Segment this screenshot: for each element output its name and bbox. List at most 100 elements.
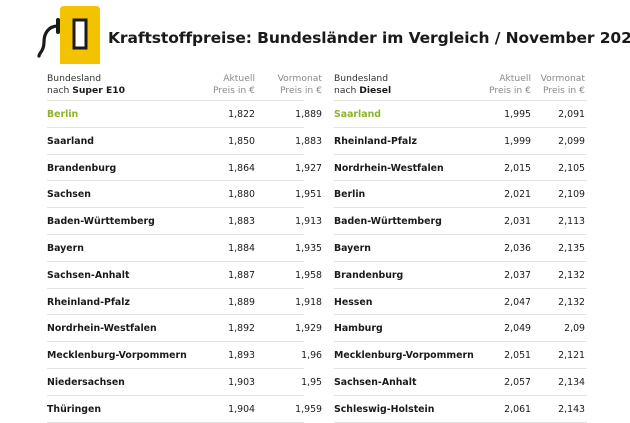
previous-price: 1,918	[295, 296, 322, 308]
table-row: Bayern 1,884 1,935	[47, 235, 322, 262]
table-row: Berlin 2,021 2,109	[334, 181, 587, 209]
previous-price: 1,913	[295, 216, 322, 228]
current-price: 2,061	[504, 403, 531, 415]
table-header: Bundesland nach Super E10 Aktuell Preis …	[47, 72, 322, 100]
fuel-pump-icon	[37, 6, 100, 64]
header-fuel-type: Super E10	[72, 85, 126, 96]
state-name: Bayern	[47, 242, 84, 254]
state-name: Hessen	[334, 296, 373, 308]
current-price: 2,021	[504, 189, 531, 201]
state-name: Nordrhein-Westfalen	[334, 162, 444, 174]
table-row: Berlin 1,822 1,889	[47, 100, 322, 128]
table-row: Sachsen-Anhalt 2,057 2,134	[334, 369, 587, 396]
current-price: 2,047	[504, 296, 531, 308]
table-row: Nordrhein-Westfalen 1,892 1,929	[47, 315, 322, 343]
previous-price: 1,96	[301, 350, 322, 362]
previous-price: 1,929	[295, 323, 322, 335]
diesel-table: Bundesland nach Diesel Aktuell Preis in …	[334, 72, 587, 423]
table-row: Mecklenburg-Vorpommern 2,051 2,121	[334, 342, 587, 369]
state-name: Rheinland-Pfalz	[334, 135, 417, 147]
previous-price: 2,113	[558, 216, 585, 228]
previous-price: 1,958	[295, 269, 322, 281]
state-name: Thüringen	[47, 403, 101, 415]
header-name-line1: Bundesland	[334, 73, 389, 84]
current-price: 1,880	[228, 189, 255, 201]
current-price: 1,887	[228, 269, 255, 281]
header-name-prefix: nach	[47, 85, 70, 96]
table-row: Rheinland-Pfalz 1,889 1,918	[47, 289, 322, 316]
previous-price: 2,09	[564, 323, 585, 335]
previous-price: 2,143	[558, 403, 585, 415]
header-current-price: Aktuell Preis in €	[488, 73, 531, 96]
current-price: 1,884	[228, 242, 255, 254]
table-row: Saarland 1,995 2,091	[334, 100, 587, 128]
header-name-prefix: nach	[334, 85, 357, 96]
current-price: 1,883	[228, 216, 255, 228]
header-name-line1: Bundesland	[47, 73, 102, 84]
previous-price: 2,121	[558, 350, 585, 362]
table-row: Thüringen 1,904 1,959	[47, 396, 322, 423]
header-previous-price: Vormonat Preis in €	[277, 73, 322, 96]
super-e10-table: Bundesland nach Super E10 Aktuell Preis …	[47, 72, 322, 423]
state-name: Mecklenburg-Vorpommern	[334, 350, 474, 362]
previous-price: 2,134	[558, 376, 585, 388]
current-price: 1,999	[504, 135, 531, 147]
previous-price: 2,132	[558, 296, 585, 308]
state-name: Berlin	[47, 109, 79, 120]
previous-price: 2,105	[558, 162, 585, 174]
previous-price: 2,135	[558, 242, 585, 254]
table-body: Saarland 1,995 2,091 Rheinland-Pfalz 1,999 2…	[334, 100, 587, 423]
header-bundesland: Bundesland nach Diesel	[334, 73, 391, 97]
table-row: Niedersachsen 1,903 1,95	[47, 369, 322, 396]
header-current-price: Aktuell Preis in €	[212, 73, 255, 96]
table-row: Baden-Württemberg 1,883 1,913	[47, 208, 322, 235]
state-name: Rheinland-Pfalz	[47, 296, 130, 308]
current-price: 1,903	[228, 376, 255, 388]
state-name: Berlin	[334, 189, 366, 201]
previous-price: 1,889	[295, 109, 322, 120]
current-price: 1,850	[228, 135, 255, 147]
current-price: 2,037	[504, 269, 531, 281]
current-price: 1,822	[228, 109, 255, 120]
previous-price: 1,959	[295, 403, 322, 415]
header-fuel-type: Diesel	[359, 85, 392, 96]
table-row: Sachsen 1,880 1,951	[47, 181, 322, 209]
current-price: 1,864	[228, 162, 255, 174]
state-name: Sachsen	[47, 189, 91, 201]
previous-price: 2,091	[558, 109, 585, 120]
table-row: Baden-Württemberg 2,031 2,113	[334, 208, 587, 235]
previous-price: 1,883	[295, 135, 322, 147]
table-row: Mecklenburg-Vorpommern 1,893 1,96	[47, 342, 322, 369]
table-row: Bayern 2,036 2,135	[334, 235, 587, 262]
state-name: Hamburg	[334, 323, 383, 335]
current-price: 2,036	[504, 242, 531, 254]
state-name: Sachsen-Anhalt	[334, 376, 417, 388]
table-row: Sachsen-Anhalt 1,887 1,958	[47, 262, 322, 289]
state-name: Baden-Württemberg	[47, 216, 155, 228]
table-body: Berlin 1,822 1,889 Saarland 1,850 1,883 Bran…	[47, 100, 322, 423]
previous-price: 2,109	[558, 189, 585, 201]
table-row: Hessen 2,047 2,132	[334, 289, 587, 316]
previous-price: 1,951	[295, 189, 322, 201]
table-row: Schleswig-Holstein 2,061 2,143	[334, 396, 587, 423]
header-previous-price: Vormonat Preis in €	[540, 73, 585, 96]
current-price: 2,031	[504, 216, 531, 228]
table-row: Nordrhein-Westfalen 2,015 2,105	[334, 155, 587, 182]
state-name: Saarland	[47, 135, 94, 147]
previous-price: 2,132	[558, 269, 585, 281]
state-name: Saarland	[334, 109, 381, 120]
state-name: Brandenburg	[47, 162, 117, 174]
state-name: Sachsen-Anhalt	[47, 269, 130, 281]
state-name: Baden-Württemberg	[334, 216, 442, 228]
current-price: 1,889	[228, 296, 255, 308]
table-header: Bundesland nach Diesel Aktuell Preis in …	[334, 72, 587, 100]
current-price: 2,015	[504, 162, 531, 174]
state-name: Mecklenburg-Vorpommern	[47, 350, 187, 362]
previous-price: 1,935	[295, 242, 322, 254]
state-name: Nordrhein-Westfalen	[47, 323, 157, 335]
table-row: Hamburg 2,049 2,09	[334, 315, 587, 343]
previous-price: 2,099	[558, 135, 585, 147]
table-row: Brandenburg 1,864 1,927	[47, 155, 322, 182]
state-name: Bayern	[334, 242, 371, 254]
table-row: Brandenburg 2,037 2,132	[334, 262, 587, 289]
